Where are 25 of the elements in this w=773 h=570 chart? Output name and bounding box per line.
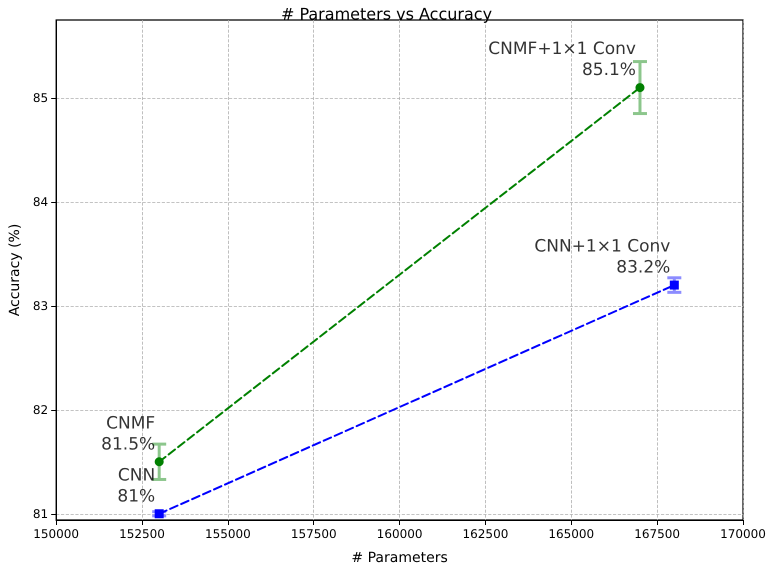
x-axis-title: # Parameters [351, 550, 448, 566]
annotation: CNMF+1×1 Conv 85.1% [488, 39, 636, 80]
x-tick-label: 150000 [33, 527, 80, 541]
x-tick-label: 170000 [720, 527, 766, 541]
x-tick-label: 152500 [119, 527, 165, 541]
x-tick-label: 155000 [204, 527, 251, 541]
y-tick-label: 83 [32, 298, 48, 313]
point [154, 509, 164, 518]
y-tick-label: 85 [32, 90, 48, 105]
point [635, 83, 644, 92]
annotation: CNN 81% [117, 465, 156, 506]
x-tick-label: 165000 [548, 527, 594, 541]
x-tick-label: 160000 [376, 527, 422, 541]
y-axis-title: Accuracy (%) [7, 224, 23, 316]
x-tick-label: 167500 [634, 527, 680, 541]
point [154, 457, 164, 466]
y-tick-label: 81 [32, 506, 48, 521]
point [670, 280, 679, 290]
y-tick-label: 84 [32, 194, 48, 209]
chart-title: # Parameters vs Accuracy [280, 4, 492, 24]
y-tick-label: 82 [32, 402, 48, 417]
x-tick-label: 157500 [290, 527, 337, 541]
annotation: CNN+1×1 Conv 83.2% [534, 236, 670, 278]
annotation: CNMF 81.5% [101, 413, 156, 454]
x-tick-label: 162500 [462, 527, 508, 541]
